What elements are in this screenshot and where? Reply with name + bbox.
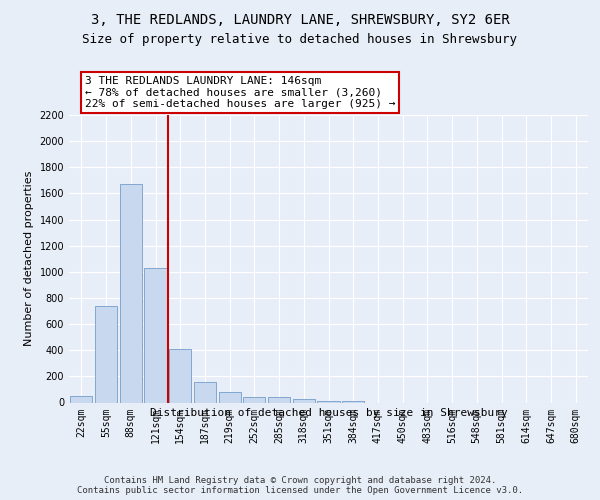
Bar (145, 268, 167, 402)
Text: 3 THE REDLANDS LAUNDRY LANE: 146sqm
← 78% of detached houses are smaller (3,260): 3 THE REDLANDS LAUNDRY LANE: 146sqm ← 78… (85, 76, 395, 110)
Bar (342, 401, 364, 402)
Bar (70, 396, 92, 402)
Bar (243, 396, 265, 402)
Bar (95, 306, 117, 402)
Bar (169, 349, 191, 403)
Bar (119, 184, 142, 402)
Bar (268, 398, 290, 402)
Bar (317, 400, 340, 402)
Bar (293, 399, 315, 402)
Y-axis label: Number of detached properties: Number of detached properties (24, 171, 34, 346)
Bar (194, 382, 216, 402)
Bar (218, 392, 241, 402)
Text: Size of property relative to detached houses in Shrewsbury: Size of property relative to detached ho… (83, 32, 517, 46)
Text: Contains HM Land Registry data © Crown copyright and database right 2024.
Contai: Contains HM Land Registry data © Crown c… (77, 476, 523, 495)
Text: Distribution of detached houses by size in Shrewsbury: Distribution of detached houses by size … (150, 408, 508, 418)
Text: 3, THE REDLANDS, LAUNDRY LANE, SHREWSBURY, SY2 6ER: 3, THE REDLANDS, LAUNDRY LANE, SHREWSBUR… (91, 12, 509, 26)
